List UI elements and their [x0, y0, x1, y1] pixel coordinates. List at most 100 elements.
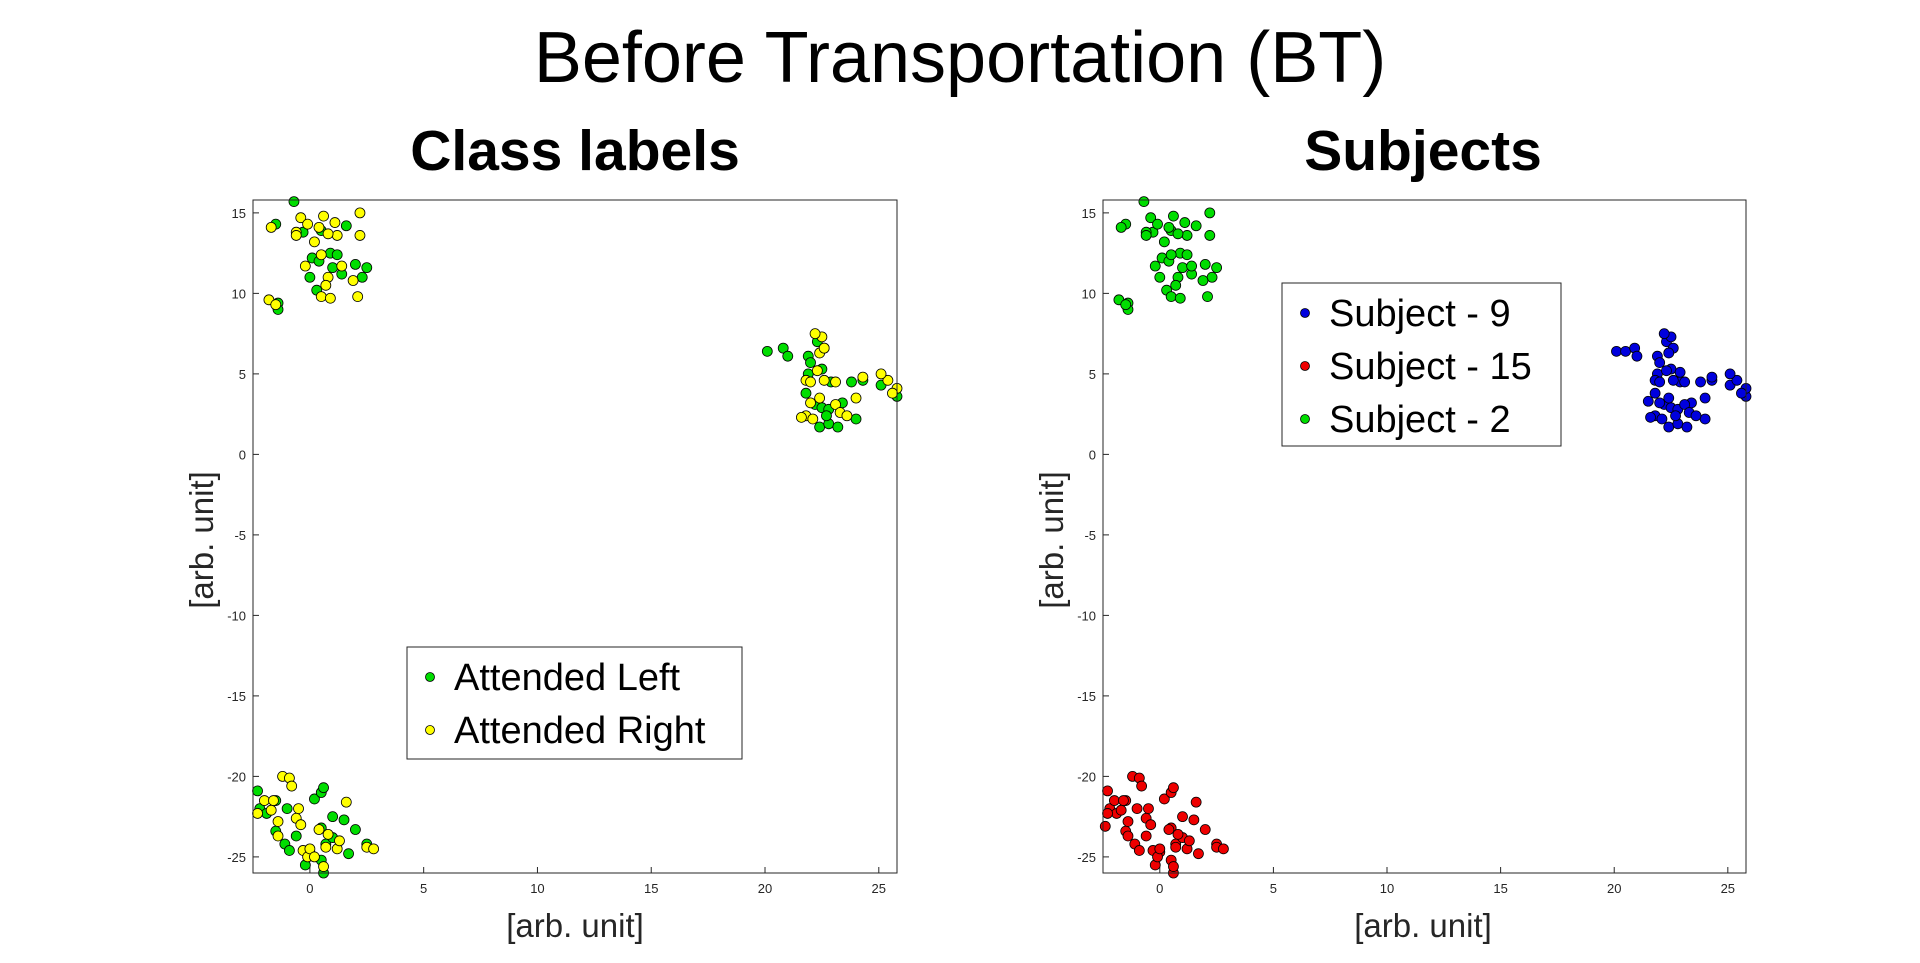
scatter-point	[288, 196, 300, 208]
scatter-point	[1663, 421, 1675, 433]
scatter-point	[1154, 843, 1166, 855]
plot-area-border	[1102, 199, 1747, 874]
scatter-point	[252, 785, 263, 797]
scatter-point	[368, 843, 380, 855]
scatter-point	[807, 413, 819, 425]
scatter-point	[1674, 366, 1686, 378]
y-axis-label: [arb. unit]	[1033, 471, 1070, 609]
scatter-point	[299, 260, 311, 272]
scatter-point	[354, 207, 366, 219]
scatter-point	[1120, 299, 1132, 311]
scatter-point	[281, 803, 293, 814]
y-tick-label: -20	[227, 769, 246, 784]
scatter-point	[1190, 220, 1202, 232]
scatter-point	[1642, 395, 1654, 407]
scatter-point	[309, 793, 320, 805]
scatter-point	[1158, 236, 1170, 248]
scatter-point	[1699, 413, 1711, 425]
scatter-point	[1179, 217, 1191, 228]
scatter-point	[331, 230, 343, 241]
scatter-point	[1706, 371, 1718, 383]
scatter-point	[846, 376, 857, 388]
x-tick-label: 15	[644, 881, 658, 896]
scatter-point	[286, 780, 298, 792]
scatter-point	[800, 387, 812, 399]
y-tick-label: 0	[1089, 447, 1096, 462]
scatter-point	[1193, 848, 1204, 860]
figure-title: Before Transportation (BT)	[534, 18, 1386, 98]
scatter-point	[1183, 835, 1195, 847]
y-tick-label: -5	[234, 528, 246, 543]
scatter-point	[809, 328, 821, 340]
scatter-point	[1149, 260, 1161, 272]
scatter-point	[334, 835, 345, 847]
scatter-point	[1206, 271, 1218, 283]
scatter-point	[1645, 411, 1656, 423]
scatter-point	[322, 228, 334, 240]
scatter-point	[318, 861, 329, 872]
scatter-point	[1177, 811, 1188, 823]
scatter-point	[1140, 230, 1152, 241]
scatter-point	[805, 357, 816, 369]
scatter-point	[252, 808, 263, 819]
scatter-point	[270, 299, 282, 311]
y-tick-label: -20	[1077, 769, 1096, 784]
scatter-point	[1724, 368, 1736, 380]
scatter-point	[318, 210, 329, 222]
x-tick-label: 5	[1270, 881, 1277, 896]
scatter-point	[290, 830, 302, 842]
legend-entry-label: Subject - 9	[1329, 293, 1511, 335]
legend: Attended Left Attended Right	[406, 646, 743, 760]
scatter-point	[1658, 328, 1670, 340]
y-tick-label: -5	[1084, 528, 1096, 543]
scatter-point	[320, 279, 332, 291]
y-tick-label: -25	[1077, 850, 1096, 865]
scatter-point	[1654, 397, 1666, 409]
scatter-point	[1699, 392, 1711, 404]
y-tick-label: 0	[239, 447, 246, 462]
scatter-point	[841, 410, 853, 422]
axis-ticks: 0 5 10 15 20 25 -25 -20 -15 -10 -5 0 5 10 15	[227, 206, 886, 896]
legend-marker	[1300, 361, 1310, 371]
scatter-point	[1099, 820, 1111, 832]
scatter-point	[1102, 808, 1113, 819]
y-axis-label: [arb. unit]	[183, 471, 220, 609]
scatter-point	[1202, 291, 1213, 303]
scatter-point	[805, 397, 816, 409]
scatter-point	[1158, 793, 1170, 805]
scatter-point	[1204, 230, 1216, 241]
scatter-point	[1115, 221, 1127, 233]
axis-ticks: 0 5 10 15 20 25 -25 -20 -15 -10 -5 0 5 10 15	[1077, 206, 1735, 896]
y-tick-label: -15	[227, 689, 246, 704]
panel-title: Class labels	[410, 119, 740, 183]
scatter-point	[1138, 196, 1150, 208]
x-tick-label: 0	[1156, 881, 1163, 896]
scatter-point	[814, 421, 826, 433]
x-tick-label: 0	[306, 881, 313, 896]
y-tick-label: -10	[227, 608, 246, 623]
scatter-point	[1131, 803, 1143, 814]
legend-entry-label: Subject - 2	[1329, 399, 1511, 441]
scatter-point	[1136, 780, 1148, 792]
scatter-point	[1118, 795, 1129, 806]
scatter-point	[1218, 843, 1229, 855]
scatter-point	[327, 262, 339, 274]
scatter-point	[850, 413, 862, 425]
legend: Subject - 9 Subject - 15 Subject - 2	[1281, 282, 1562, 447]
scatter-point	[1145, 819, 1157, 831]
scatter-point	[1649, 387, 1661, 399]
scatter-point	[1611, 345, 1622, 357]
scatter-point	[1172, 228, 1184, 240]
scatter-point	[1190, 796, 1202, 808]
scatter-point	[882, 374, 894, 386]
scatter-point	[796, 411, 807, 423]
scatter-point	[782, 350, 794, 362]
scatter-point	[1174, 292, 1186, 304]
scatter-point	[1690, 410, 1702, 422]
data-points	[1099, 196, 1752, 879]
scatter-point	[1663, 347, 1675, 359]
scatter-point	[338, 814, 350, 826]
scatter-point	[1170, 279, 1182, 291]
scatter-point	[265, 804, 277, 816]
